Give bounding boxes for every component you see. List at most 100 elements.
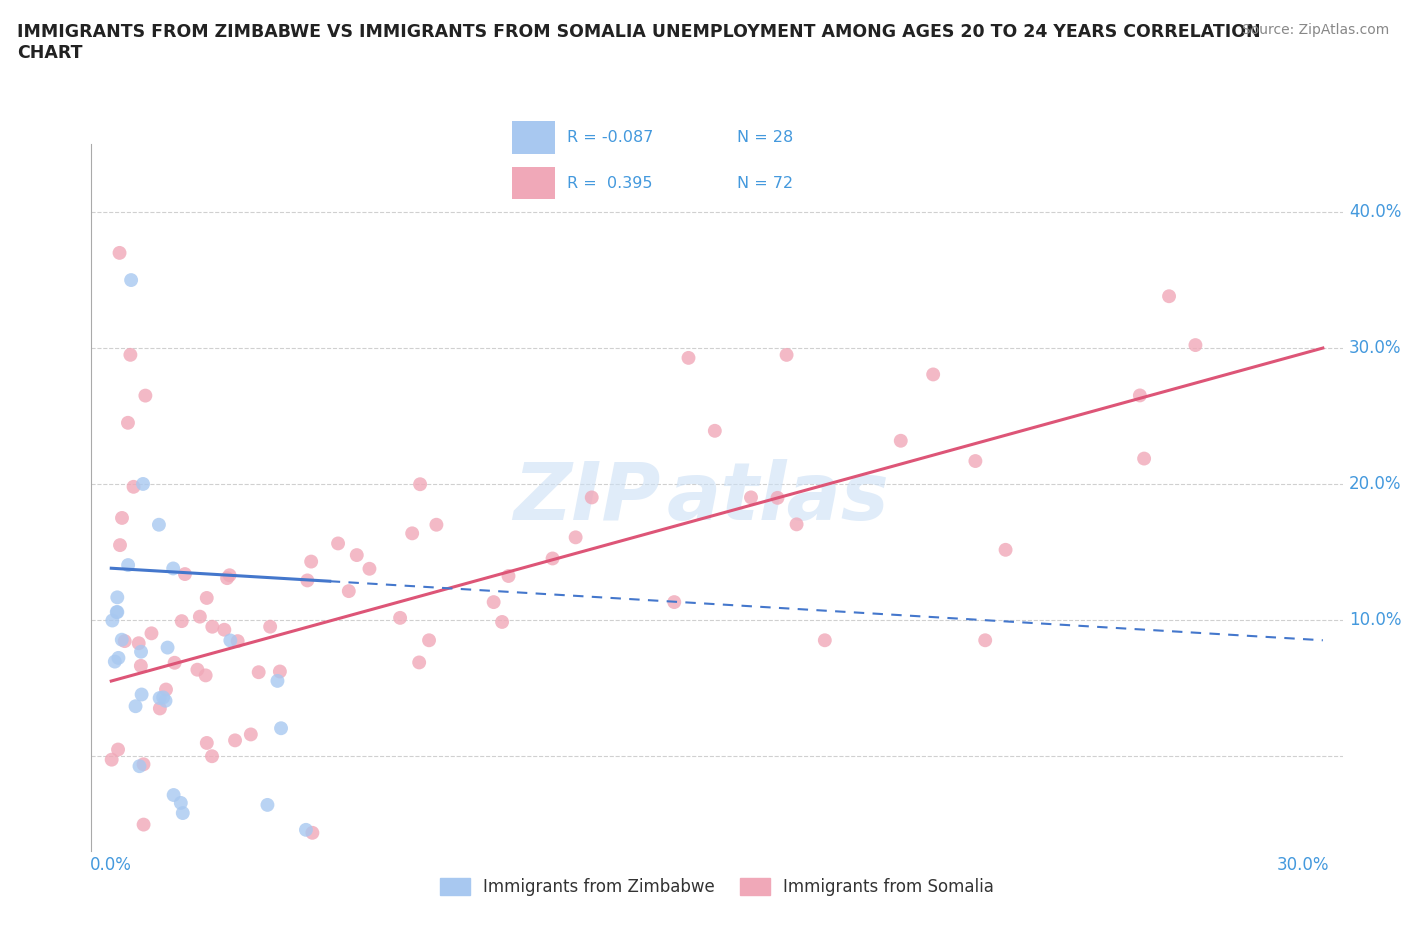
Point (814, 632, 837, 647)
Point (217, 571, 239, 586)
Point (148, 517, 170, 532)
Point (295, 822, 318, 837)
Point (186, 662, 208, 677)
Point (195, 591, 218, 605)
Point (152, 690, 174, 705)
Point (346, 548, 368, 563)
Point (149, 691, 172, 706)
Point (359, 562, 381, 577)
Point (1133, 451, 1156, 466)
Point (101, 613, 124, 628)
Point (132, 817, 155, 832)
Point (418, 632, 440, 647)
Text: 40.0%: 40.0% (1348, 203, 1402, 221)
Text: N = 28: N = 28 (737, 130, 793, 145)
Point (299, 554, 322, 569)
Point (498, 568, 520, 583)
Point (162, 561, 184, 576)
Point (108, 538, 131, 552)
Point (664, 594, 686, 609)
Point (581, 490, 603, 505)
Point (269, 664, 291, 679)
Point (107, 650, 129, 665)
Text: R =  0.395: R = 0.395 (567, 176, 652, 191)
Point (301, 825, 323, 840)
Point (162, 788, 184, 803)
Point (174, 566, 197, 581)
Point (775, 348, 797, 363)
Point (120, 348, 142, 363)
Point (218, 568, 240, 583)
Point (105, 604, 128, 619)
Point (974, 632, 997, 647)
Point (155, 682, 177, 697)
Point (922, 367, 945, 382)
Point (219, 633, 242, 648)
Point (482, 594, 505, 609)
Point (401, 525, 423, 540)
Point (201, 619, 224, 634)
Point (965, 454, 987, 469)
Point (107, 742, 129, 757)
Point (1184, 338, 1206, 352)
Point (266, 673, 288, 688)
Point (194, 668, 217, 683)
Point (766, 490, 789, 505)
Point (131, 687, 153, 702)
Point (541, 551, 564, 566)
Point (149, 701, 172, 716)
Point (104, 654, 127, 669)
Point (124, 698, 146, 713)
Point (994, 542, 1017, 557)
Point (155, 693, 177, 708)
Point (224, 733, 246, 748)
Point (100, 752, 122, 767)
Point (132, 757, 155, 772)
Point (1157, 289, 1180, 304)
Point (337, 584, 360, 599)
Text: 30.0%: 30.0% (1348, 339, 1402, 357)
Text: ZIP: ZIP (513, 458, 661, 537)
Text: 10.0%: 10.0% (1348, 611, 1402, 629)
Text: Source: ZipAtlas.com: Source: ZipAtlas.com (1241, 23, 1389, 37)
Point (214, 622, 236, 637)
Legend: Immigrants from Zimbabwe, Immigrants from Somalia: Immigrants from Zimbabwe, Immigrants fro… (433, 871, 1001, 903)
Point (491, 615, 513, 630)
Point (256, 797, 278, 812)
Point (259, 619, 281, 634)
Point (786, 517, 808, 532)
Text: atlas: atlas (666, 458, 890, 537)
Point (188, 609, 211, 624)
Text: IMMIGRANTS FROM ZIMBABWE VS IMMIGRANTS FROM SOMALIA UNEMPLOYMENT AMONG AGES 20 T: IMMIGRANTS FROM ZIMBABWE VS IMMIGRANTS F… (17, 23, 1261, 62)
Point (122, 479, 145, 494)
Point (163, 656, 186, 671)
Point (1129, 388, 1152, 403)
Bar (512, 167, 555, 200)
Text: R = -0.087: R = -0.087 (567, 130, 654, 145)
Bar (512, 122, 555, 153)
Point (890, 433, 912, 448)
Text: 20.0%: 20.0% (1348, 475, 1402, 493)
Point (128, 759, 150, 774)
Point (120, 272, 142, 287)
Point (389, 610, 412, 625)
Point (170, 614, 193, 629)
Point (128, 636, 150, 651)
Point (201, 749, 224, 764)
Point (425, 517, 447, 532)
Point (678, 351, 700, 365)
Point (114, 633, 136, 648)
Point (297, 573, 319, 588)
Point (226, 633, 249, 648)
Point (132, 476, 155, 491)
Point (170, 795, 193, 810)
Point (117, 416, 139, 431)
Point (105, 604, 128, 619)
Point (270, 721, 292, 736)
Point (141, 626, 163, 641)
Point (105, 590, 128, 604)
Point (247, 665, 270, 680)
Point (740, 490, 762, 505)
Point (239, 727, 262, 742)
Point (111, 511, 134, 525)
